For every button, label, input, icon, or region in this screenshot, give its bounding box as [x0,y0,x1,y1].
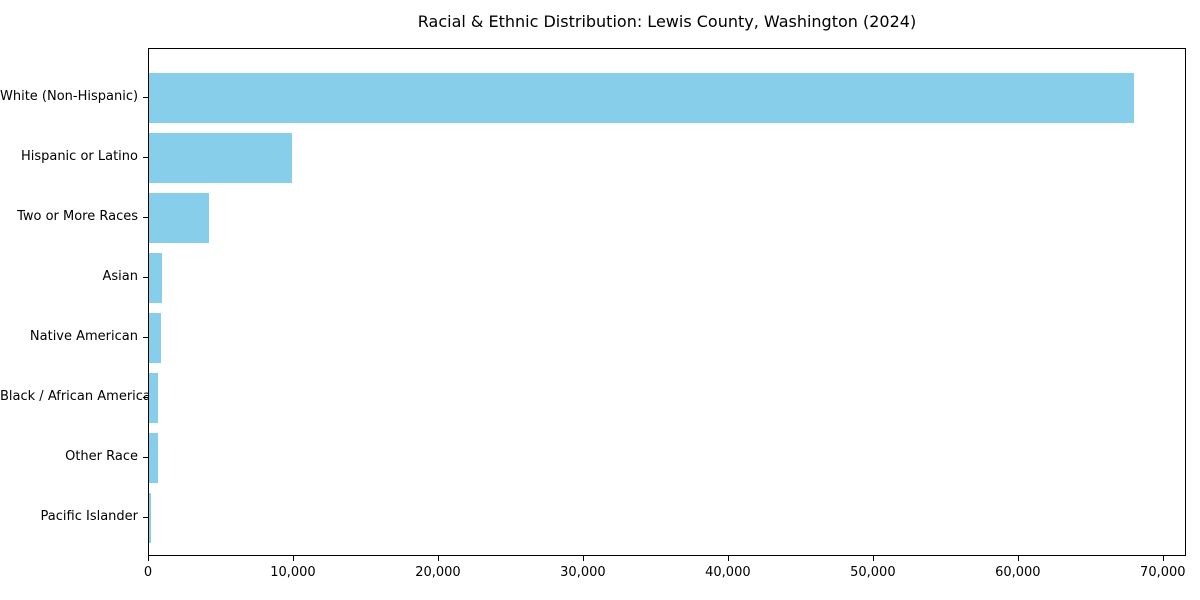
y-tick-mark [143,457,148,458]
plot-area [148,48,1186,556]
x-tick-label-20-000: 20,000 [415,565,461,580]
y-tick-mark [143,517,148,518]
x-tick-label-30-000: 30,000 [560,565,606,580]
y-axis: White (Non-Hispanic) Hispanic or Latino Tw… [0,48,160,556]
x-tick-mark [872,556,874,561]
bar-hispanic-or-latino [149,133,293,183]
bar-black-african-american [149,373,158,423]
y-tick-label-pacific-islander: Pacific Islander [40,509,138,524]
y-tick-mark [143,217,148,218]
y-tick-mark [143,97,148,98]
y-tick-label-asian: Asian [102,269,138,284]
y-tick-label-black-african-american: Black / African American [0,389,160,404]
y-tick-mark [143,397,148,398]
x-tick-mark [292,556,294,561]
x-tick-mark [1162,556,1164,561]
bar-asian [149,253,163,303]
x-tick-label-40-000: 40,000 [705,565,751,580]
y-tick-mark [143,277,148,278]
x-axis: 0 10,000 20,000 30,000 40,000 50,000 60,000 70,… [144,556,1186,596]
x-tick-label-0: 0 [143,565,153,580]
bar-pacific-islander [149,493,152,543]
chart-title: Racial & Ethnic Distribution: Lewis Coun… [417,12,917,31]
x-tick-mark [582,556,584,561]
x-tick-mark [1017,556,1019,561]
x-tick-mark [437,556,439,561]
y-tick-mark [143,157,148,158]
x-tick-label-60-000: 60,000 [995,565,1041,580]
x-tick-mark [148,556,149,561]
bar-other-race [149,433,158,483]
y-tick-label-native-american: Native American [29,329,138,344]
x-tick-label-10-000: 10,000 [270,565,316,580]
y-tick-label-two-or-more-races: Two or More Races [17,209,138,224]
y-tick-label-other-race: Other Race [65,449,138,464]
y-tick-mark [143,337,148,338]
x-tick-label-50-000: 50,000 [850,565,896,580]
y-tick-label-hispanic-or-latino: Hispanic or Latino [20,149,138,164]
bar-native-american [149,313,161,363]
x-tick-mark [727,556,729,561]
bar-white-non-hispanic [149,73,1135,123]
bar-two-or-more-races [149,193,210,243]
x-tick-label-70-000: 70,000 [1140,565,1186,580]
y-tick-label-white-non-hispanic: White (Non-Hispanic) [0,89,139,104]
